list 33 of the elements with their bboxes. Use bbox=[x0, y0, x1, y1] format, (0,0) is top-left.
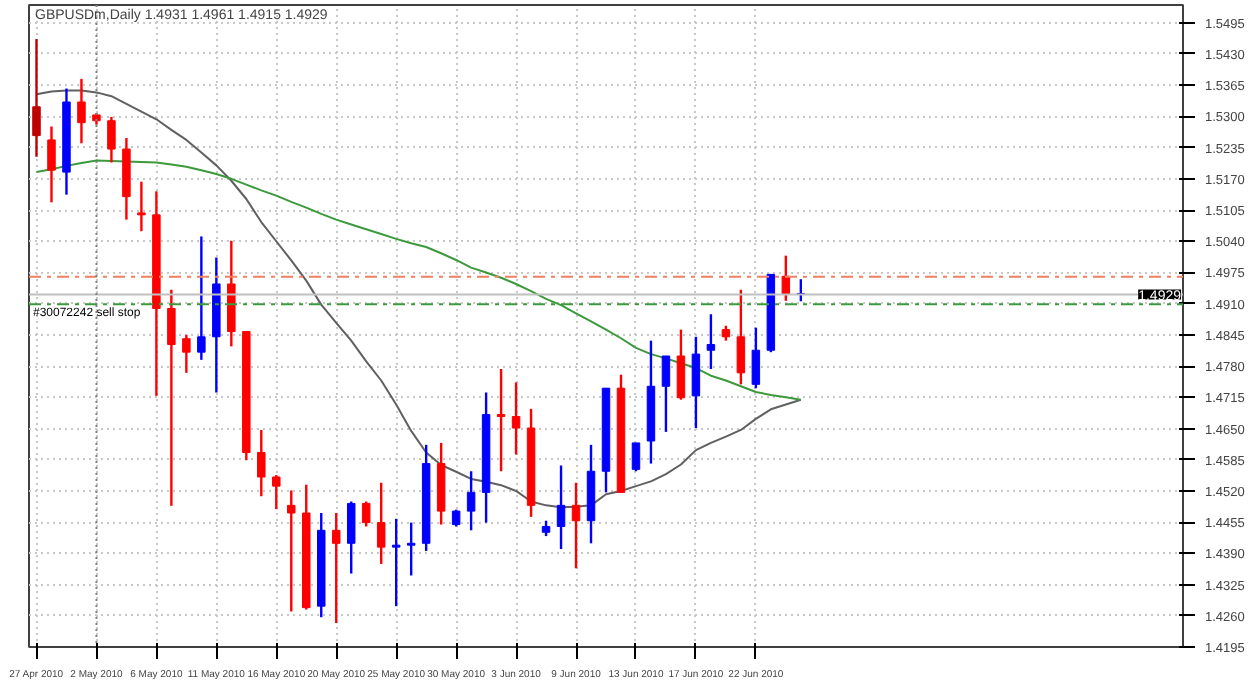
candlestick bbox=[167, 288, 176, 508]
candlestick bbox=[661, 354, 671, 434]
candlestick bbox=[287, 489, 296, 613]
candlestick bbox=[182, 333, 191, 375]
candlestick bbox=[122, 136, 131, 221]
candlestick bbox=[257, 428, 266, 498]
candlestick bbox=[631, 441, 641, 473]
candlestick bbox=[197, 235, 206, 362]
candlestick bbox=[406, 521, 416, 577]
candlestick bbox=[47, 125, 56, 204]
candlestick bbox=[227, 239, 236, 348]
candlestick bbox=[691, 335, 701, 430]
candlestick bbox=[466, 470, 476, 532]
candlestick bbox=[107, 115, 116, 164]
candlestick bbox=[361, 500, 371, 528]
candlestick bbox=[736, 288, 746, 386]
candlestick bbox=[32, 37, 41, 158]
candlestick bbox=[496, 367, 506, 473]
candlestick bbox=[436, 441, 446, 526]
candlestick bbox=[751, 326, 761, 390]
candlestick bbox=[706, 313, 716, 371]
candlestick bbox=[511, 381, 521, 456]
candlestick bbox=[571, 481, 581, 570]
candlestick bbox=[556, 464, 566, 551]
candlestick bbox=[272, 473, 281, 511]
candlestick bbox=[391, 517, 401, 608]
candlestick bbox=[137, 180, 146, 233]
candlestick bbox=[676, 328, 686, 401]
candlestick bbox=[346, 500, 356, 575]
candlestick bbox=[77, 77, 86, 145]
candlestick bbox=[331, 511, 341, 625]
candlestick bbox=[376, 481, 386, 566]
candlestick bbox=[781, 254, 791, 302]
